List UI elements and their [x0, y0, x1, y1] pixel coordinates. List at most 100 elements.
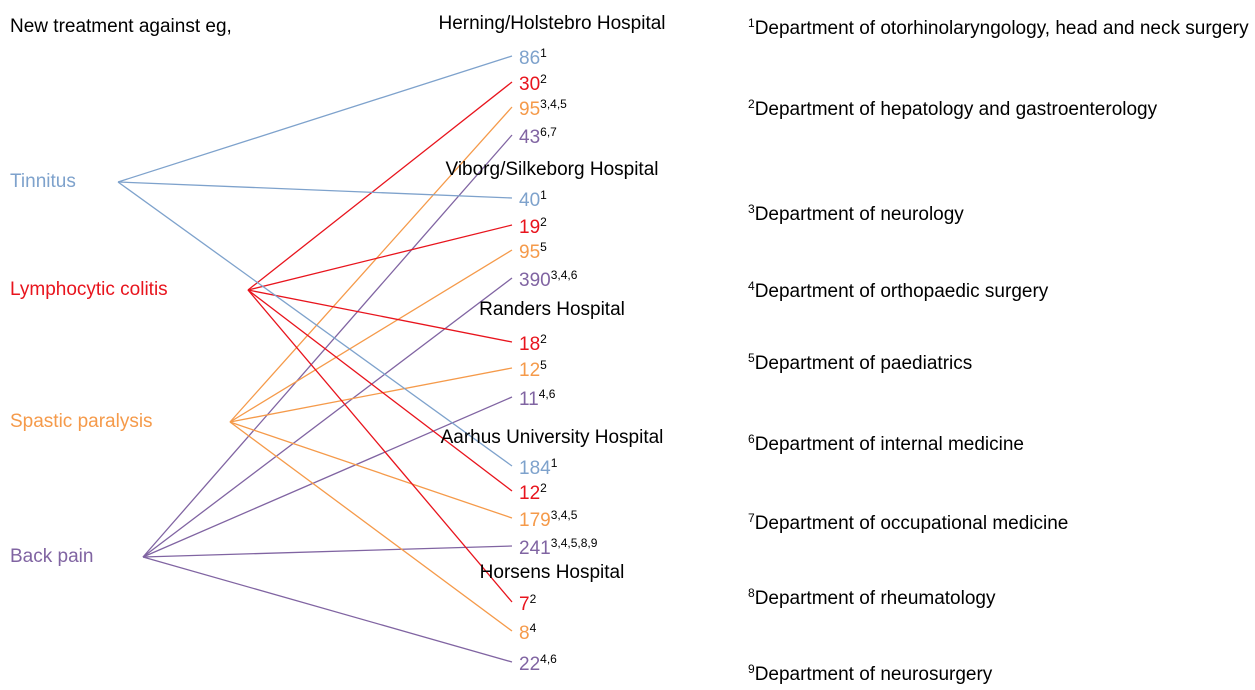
condition-label: Back pain	[10, 546, 94, 567]
entry: 3903,4,6	[519, 264, 577, 292]
entry-value: 184	[519, 458, 551, 479]
connector	[229, 421, 513, 632]
entry-note: 2	[540, 215, 547, 229]
connector	[117, 55, 513, 183]
footnote-mark: 3	[748, 202, 755, 216]
entry-value: 12	[519, 483, 541, 504]
footnote-text: Department of internal medicine	[754, 434, 1024, 455]
entry: 436,7	[519, 121, 557, 149]
footnote-mark: 9	[748, 662, 755, 676]
entry: 302	[519, 68, 547, 96]
entry-value: 86	[519, 48, 541, 69]
entry: 1793,4,5	[519, 504, 577, 532]
entry-note: 4	[529, 621, 537, 635]
connector	[229, 106, 513, 423]
entry-value: 18	[519, 334, 541, 355]
entry-value: 95	[519, 242, 541, 263]
footnote-text: Department of otorhinolaryngology, head …	[754, 18, 1249, 39]
connector	[117, 181, 513, 467]
footnote: 7Department of occupational medicine	[748, 503, 1255, 539]
entry-value: 22	[519, 654, 541, 675]
hospital-name: Aarhus University Hospital	[440, 427, 664, 448]
entry: 224,6	[519, 648, 557, 676]
hospital-name: Herning/Holstebro Hospital	[438, 13, 666, 34]
footnote-text: Department of paediatrics	[754, 353, 973, 374]
entry: 182	[519, 328, 547, 356]
connector	[229, 249, 513, 423]
footnote-text: Department of rheumatology	[754, 588, 996, 609]
connector	[117, 181, 513, 199]
footnote-text: Department of neurosurgery	[754, 664, 993, 685]
footnote: 3Department of neurology	[748, 194, 1255, 230]
entry-value: 30	[519, 74, 541, 95]
condition-label: Tinnitus	[10, 171, 76, 192]
hospital-name: Randers Hospital	[479, 299, 625, 320]
entry-value: 40	[519, 190, 541, 211]
entry-note: 2	[540, 481, 547, 495]
footnote: 4Department of orthopaedic surgery	[748, 271, 1255, 307]
entry: 953,4,5	[519, 93, 567, 121]
entry-note: 3,4,5,8,9	[550, 536, 598, 550]
footnote: 8Department of rheumatology	[748, 578, 1255, 614]
entry-value: 8	[519, 623, 530, 644]
entry-value: 95	[519, 99, 541, 120]
connector	[247, 289, 513, 603]
footnote: 9Department of neurosurgery	[748, 654, 1255, 690]
connector	[142, 556, 513, 663]
entry-note: 2	[540, 72, 547, 86]
condition-label: Lymphocytic colitis	[10, 279, 168, 300]
entry: 955	[519, 236, 547, 264]
entry-note: 1	[550, 456, 558, 470]
footnote: 5Department of paediatrics	[748, 343, 1255, 379]
entry-note: 3,4,5	[550, 508, 578, 522]
footnote-mark: 1	[748, 16, 755, 30]
entry-note: 3,4,6	[550, 268, 578, 282]
entry: 1841	[519, 452, 557, 480]
hospital-name: Horsens Hospital	[479, 562, 625, 583]
entry-value: 19	[519, 217, 541, 238]
connector	[142, 134, 513, 558]
entry: 72	[519, 588, 536, 616]
entry-value: 7	[519, 594, 530, 615]
footnote: 2Department of hepatology and gastroente…	[748, 89, 1255, 125]
connector	[142, 277, 513, 558]
footnote: 6Department of internal medicine	[748, 424, 1255, 460]
entry-value: 179	[519, 510, 551, 531]
entry: 125	[519, 354, 547, 382]
title: New treatment against eg,	[10, 16, 232, 37]
entry: 192	[519, 211, 547, 239]
entry-note: 5	[540, 240, 547, 254]
entry: 2413,4,5,8,9	[519, 532, 597, 560]
entry-value: 241	[519, 538, 551, 559]
footnote-mark: 8	[748, 586, 755, 600]
footnote-mark: 6	[748, 432, 755, 446]
entry-note: 6,7	[540, 125, 557, 139]
condition-label: Spastic paralysis	[10, 411, 153, 432]
connector	[142, 396, 513, 558]
entry-note: 4,6	[538, 387, 556, 401]
entry-value: 43	[519, 127, 541, 148]
entry-value: 12	[519, 360, 541, 381]
footnote-mark: 7	[748, 511, 755, 525]
footnote: 1Department of otorhinolaryngology, head…	[748, 8, 1255, 44]
entry: 84	[519, 617, 536, 645]
entry: 861	[519, 42, 547, 70]
entry: 122	[519, 477, 547, 505]
footnote-text: Department of occupational medicine	[754, 513, 1069, 534]
footnote-text: Department of neurology	[754, 204, 964, 225]
entry-note: 1	[540, 46, 547, 60]
footnote-mark: 2	[748, 97, 755, 111]
footnote-text: Department of hepatology and gastroenter…	[754, 99, 1158, 120]
entry: 114,6	[519, 383, 555, 411]
hospital-name: Viborg/Silkeborg Hospital	[445, 159, 659, 180]
footnote-text: Department of orthopaedic surgery	[754, 281, 1049, 302]
connector	[247, 224, 513, 291]
connector	[247, 289, 513, 343]
entry-note: 2	[540, 332, 547, 346]
footnote-mark: 5	[748, 351, 755, 365]
entry-note: 2	[529, 592, 537, 606]
entry-note: 5	[540, 358, 547, 372]
entry-note: 1	[540, 188, 547, 202]
